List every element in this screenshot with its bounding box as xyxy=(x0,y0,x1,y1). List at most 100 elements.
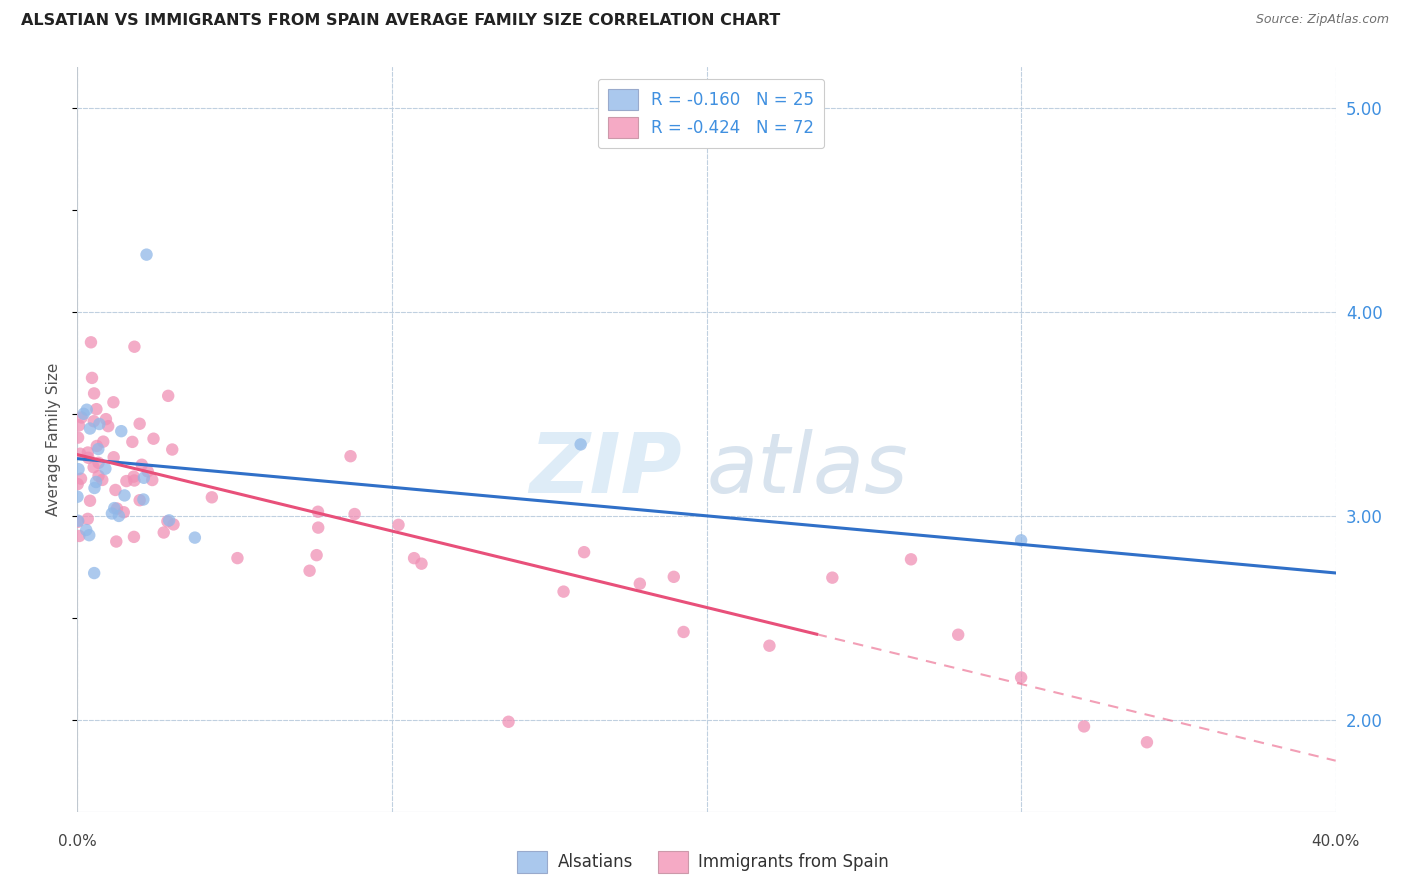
Point xyxy=(135,247,157,261)
Point xyxy=(152,525,174,540)
Point xyxy=(662,570,685,584)
Point xyxy=(122,469,145,483)
Point xyxy=(83,460,105,475)
Point xyxy=(72,407,94,421)
Text: ALSATIAN VS IMMIGRANTS FROM SPAIN AVERAGE FAMILY SIZE CORRELATION CHART: ALSATIAN VS IMMIGRANTS FROM SPAIN AVERAG… xyxy=(21,13,780,29)
Point xyxy=(141,473,163,487)
Point xyxy=(77,450,100,465)
Point xyxy=(67,529,90,543)
Point xyxy=(142,432,165,446)
Point xyxy=(69,447,91,461)
Legend: R = -0.160   N = 25, R = -0.424   N = 72: R = -0.160 N = 25, R = -0.424 N = 72 xyxy=(598,79,824,148)
Point xyxy=(94,412,117,426)
Point xyxy=(66,477,89,491)
Point xyxy=(91,473,114,487)
Point xyxy=(821,571,844,585)
Point xyxy=(84,475,107,489)
Point xyxy=(298,564,321,578)
Point xyxy=(80,335,103,350)
Point xyxy=(97,419,120,434)
Point xyxy=(572,545,595,559)
Point xyxy=(105,534,128,549)
Point xyxy=(67,431,90,445)
Point xyxy=(184,531,207,545)
Point xyxy=(67,462,90,476)
Text: Source: ZipAtlas.com: Source: ZipAtlas.com xyxy=(1256,13,1389,27)
Point xyxy=(115,474,138,488)
Point xyxy=(498,714,520,729)
Point xyxy=(79,493,101,508)
Point xyxy=(411,557,433,571)
Point xyxy=(87,442,110,456)
Point xyxy=(89,417,111,431)
Point xyxy=(70,410,93,425)
Point xyxy=(157,389,180,403)
Point xyxy=(87,469,110,483)
Point xyxy=(201,491,224,505)
Point xyxy=(131,458,153,472)
Point xyxy=(1010,533,1032,548)
Point xyxy=(83,414,105,428)
Point xyxy=(66,490,89,504)
Point xyxy=(122,530,145,544)
Text: ZIP: ZIP xyxy=(529,428,682,509)
Point xyxy=(91,434,114,449)
Point xyxy=(70,472,93,486)
Point xyxy=(103,395,125,409)
Point xyxy=(87,456,110,470)
Point xyxy=(305,548,328,562)
Point xyxy=(83,481,105,495)
Point xyxy=(108,508,131,523)
Point xyxy=(83,386,105,401)
Point xyxy=(121,434,143,449)
Point xyxy=(136,464,159,478)
Point xyxy=(105,501,128,516)
Point xyxy=(86,439,108,453)
Point xyxy=(1073,719,1095,733)
Point xyxy=(553,584,575,599)
Point xyxy=(104,483,127,497)
Point xyxy=(124,340,146,354)
Point xyxy=(101,507,124,521)
Point xyxy=(1010,670,1032,684)
Text: 40.0%: 40.0% xyxy=(1312,834,1360,849)
Point xyxy=(628,576,651,591)
Point xyxy=(387,517,409,532)
Point xyxy=(162,517,184,532)
Text: 0.0%: 0.0% xyxy=(58,834,97,849)
Point xyxy=(128,417,150,431)
Point xyxy=(103,450,125,465)
Point xyxy=(162,442,184,457)
Y-axis label: Average Family Size: Average Family Size xyxy=(46,363,62,516)
Point xyxy=(67,515,90,529)
Point xyxy=(132,471,155,485)
Point xyxy=(76,402,98,417)
Point xyxy=(83,566,105,580)
Point xyxy=(226,551,249,566)
Point xyxy=(343,507,366,521)
Point xyxy=(132,492,155,507)
Point xyxy=(128,493,150,508)
Point xyxy=(76,512,98,526)
Point xyxy=(112,505,135,519)
Point xyxy=(157,513,180,527)
Text: atlas: atlas xyxy=(707,428,908,509)
Point xyxy=(156,514,179,528)
Point xyxy=(110,424,132,438)
Point xyxy=(114,488,136,502)
Point xyxy=(67,514,90,528)
Point xyxy=(94,461,117,475)
Point xyxy=(67,418,90,433)
Point xyxy=(307,505,329,519)
Point xyxy=(758,639,780,653)
Point xyxy=(569,437,592,451)
Point xyxy=(900,552,922,566)
Point xyxy=(1136,735,1159,749)
Point xyxy=(77,528,100,542)
Point xyxy=(339,449,361,463)
Point xyxy=(103,501,125,516)
Point xyxy=(79,421,101,435)
Point xyxy=(404,551,426,566)
Point xyxy=(86,402,108,417)
Point xyxy=(672,624,695,639)
